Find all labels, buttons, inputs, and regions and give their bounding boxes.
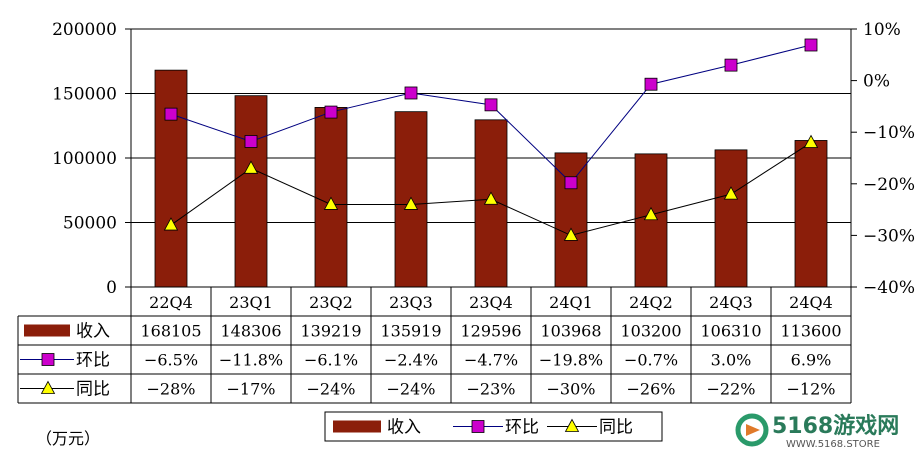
x-tick-label: 23Q1 xyxy=(229,293,273,312)
table-cell: −17% xyxy=(227,380,276,399)
table-key-triangle xyxy=(40,380,56,394)
x-tick-label: 23Q2 xyxy=(309,293,353,312)
table-cell: −26% xyxy=(627,380,676,399)
legend-key-square xyxy=(471,420,485,433)
x-tick-label: 23Q3 xyxy=(389,293,433,312)
table-cell: 3.0% xyxy=(711,351,752,370)
table-cell: −6.5% xyxy=(144,351,198,370)
left-tick-label: 150000 xyxy=(52,85,117,105)
bar-23Q1 xyxy=(234,95,268,288)
point-mom-24Q1 xyxy=(564,176,578,190)
point-yoy-22Q4 xyxy=(163,217,179,231)
table-cell: −22% xyxy=(707,380,756,399)
x-tick-label: 23Q4 xyxy=(469,293,513,312)
point-mom-22Q4 xyxy=(164,107,178,121)
x-tick-label: 24Q3 xyxy=(709,293,753,312)
right-tick-label: −30% xyxy=(863,226,915,246)
table-cell: −0.7% xyxy=(624,351,678,370)
table-cell: −19.8% xyxy=(539,351,603,370)
right-tick-label: 10% xyxy=(863,20,901,40)
x-tick-label: 24Q4 xyxy=(789,293,833,312)
point-mom-24Q3 xyxy=(724,58,738,72)
point-mom-24Q2 xyxy=(644,77,658,91)
left-axis-ticks: 0 50000 100000 150000 200000 xyxy=(52,20,131,298)
table-cell: 168105 xyxy=(140,322,201,341)
unit-label: （万元） xyxy=(36,429,100,448)
right-axis-ticks: −40% −30% −20% −10% 0% 10% xyxy=(851,20,915,298)
legend-label: 同比 xyxy=(599,418,633,438)
point-yoy-24Q2 xyxy=(643,206,659,221)
table-cell: 148306 xyxy=(220,322,281,341)
table-cell: 103968 xyxy=(540,322,601,341)
point-yoy-24Q4 xyxy=(803,134,819,148)
legend: 收入 环比 同比 xyxy=(324,411,663,442)
line-series xyxy=(163,38,819,241)
table-cell: 106310 xyxy=(700,322,761,341)
point-yoy-23Q2 xyxy=(323,196,339,210)
table-cell: −2.4% xyxy=(384,351,438,370)
table-cell: 103200 xyxy=(620,322,681,341)
bar-22Q4 xyxy=(154,69,188,288)
table-cell: 129596 xyxy=(460,322,521,341)
table-cell: −24% xyxy=(307,380,356,399)
right-tick-label: −10% xyxy=(863,123,915,143)
point-mom-23Q3 xyxy=(404,86,418,100)
table-cell: 139219 xyxy=(300,322,361,341)
right-tick-label: −40% xyxy=(863,278,915,298)
table-cell: −12% xyxy=(787,380,836,399)
left-tick-label: 0 xyxy=(106,278,117,298)
left-tick-label: 100000 xyxy=(52,149,117,169)
table-cell: −4.7% xyxy=(464,351,518,370)
table-key-bar xyxy=(24,324,70,337)
watermark-play-icon xyxy=(746,424,760,436)
point-yoy-23Q3 xyxy=(403,196,419,210)
point-mom-23Q4 xyxy=(484,98,498,112)
point-yoy-24Q3 xyxy=(723,186,739,200)
left-tick-label: 200000 xyxy=(52,20,117,40)
point-mom-23Q1 xyxy=(244,135,258,148)
table-cell: 135919 xyxy=(380,322,441,341)
watermark-logo: 5168游戏网 WWW.5168.STORE xyxy=(735,413,899,450)
point-yoy-23Q1 xyxy=(243,160,259,174)
legend-label: 环比 xyxy=(505,418,539,438)
data-table: 22Q4 23Q1 23Q2 23Q3 23Q4 24Q1 24Q2 24Q3 24Q4 收入 16… xyxy=(17,286,852,404)
table-cell: −30% xyxy=(547,380,596,399)
legend-key-triangle xyxy=(564,418,580,432)
table-cell: 6.9% xyxy=(791,351,832,370)
legend-key-bar xyxy=(333,420,381,433)
bar-24Q1 xyxy=(554,152,588,288)
table-series-name: 环比 xyxy=(76,351,110,371)
watermark-ring-icon xyxy=(735,413,769,447)
x-tick-label: 24Q2 xyxy=(629,293,673,312)
table-cell: −28% xyxy=(147,380,196,399)
bar-24Q3 xyxy=(714,149,748,288)
table-series-name: 同比 xyxy=(76,380,110,400)
table-cell: −24% xyxy=(387,380,436,399)
watermark-brand: 5168游戏网 xyxy=(772,413,899,439)
legend-label: 收入 xyxy=(387,418,421,438)
bar-24Q2 xyxy=(634,153,668,288)
point-mom-23Q2 xyxy=(324,105,338,119)
right-tick-label: −20% xyxy=(863,175,915,195)
point-yoy-24Q1 xyxy=(563,227,579,241)
bar-24Q4 xyxy=(794,140,828,288)
watermark-url: WWW.5168.STORE xyxy=(786,439,880,450)
table-key-square xyxy=(41,353,55,366)
table-cell: −23% xyxy=(467,380,516,399)
left-tick-label: 50000 xyxy=(63,214,117,234)
table-cell: 113600 xyxy=(780,322,841,341)
table-series-name: 收入 xyxy=(76,322,110,342)
x-tick-label: 22Q4 xyxy=(149,293,193,312)
table-cell: −11.8% xyxy=(219,351,283,370)
right-tick-label: 0% xyxy=(863,72,890,92)
table-cell: −6.1% xyxy=(304,351,358,370)
point-mom-24Q4 xyxy=(804,38,818,52)
point-yoy-23Q4 xyxy=(483,191,499,205)
x-tick-label: 24Q1 xyxy=(549,293,593,312)
